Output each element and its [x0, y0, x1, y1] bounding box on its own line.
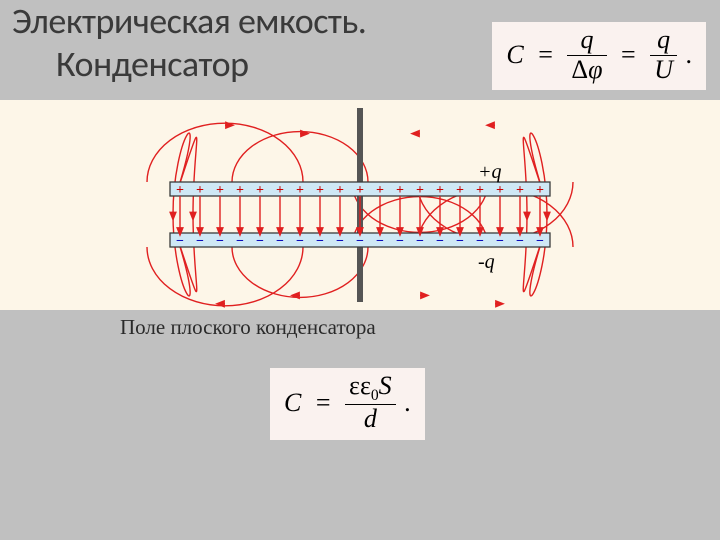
field-svg: ++++++++++++++++++++q−−−−−−−−−−−−−−−−−−−… [0, 100, 720, 310]
equals-2: = [621, 40, 636, 70]
svg-text:+q: +q [478, 161, 502, 183]
svg-text:+: + [216, 183, 224, 198]
den-dphi: ΔΔφφ [567, 56, 606, 85]
formula-capacitance: C = q ΔΔφφ = q U . [492, 22, 706, 90]
num-q2: q [650, 26, 677, 56]
svg-text:+: + [496, 183, 504, 198]
svg-text:−: − [216, 234, 224, 249]
svg-text:−: − [236, 234, 244, 249]
svg-text:+: + [396, 183, 404, 198]
svg-text:+: + [376, 183, 384, 198]
svg-text:+: + [476, 183, 484, 198]
period-2: . [404, 388, 411, 418]
svg-text:+: + [456, 183, 464, 198]
svg-text:−: − [416, 234, 424, 249]
lhs-C2: C [284, 388, 301, 418]
svg-text:−: − [456, 234, 464, 249]
svg-text:−: − [396, 234, 404, 249]
equals-3: = [316, 388, 331, 418]
svg-text:+: + [536, 183, 544, 198]
svg-text:+: + [356, 183, 364, 198]
svg-text:−: − [176, 234, 184, 249]
formula-planar-capacitor: C = εε0S d . [270, 368, 425, 440]
equals-1: = [538, 40, 553, 70]
svg-text:-q: -q [478, 251, 495, 273]
svg-text:+: + [276, 183, 284, 198]
title-line-1: Электрическая емкость. [12, 0, 366, 43]
num-q1: q [567, 26, 606, 56]
capacitor-field-diagram: ++++++++++++++++++++q−−−−−−−−−−−−−−−−−−−… [0, 100, 720, 310]
fraction-q-over-U: q U [650, 26, 677, 84]
svg-text:+: + [416, 183, 424, 198]
svg-text:−: − [496, 234, 504, 249]
period-1: . [686, 40, 693, 70]
svg-text:−: − [436, 234, 444, 249]
svg-text:−: − [356, 234, 364, 249]
den-d: d [345, 405, 396, 434]
lhs-C: C [506, 40, 523, 70]
svg-text:−: − [296, 234, 304, 249]
svg-text:−: − [536, 234, 544, 249]
num-eesS: εε0S [345, 372, 396, 405]
fraction-eesd: εε0S d [345, 372, 396, 434]
svg-text:+: + [316, 183, 324, 198]
svg-text:+: + [256, 183, 264, 198]
diagram-caption: Поле плоского конденсатора [120, 315, 376, 340]
svg-text:+: + [336, 183, 344, 198]
svg-text:−: − [196, 234, 204, 249]
svg-text:−: − [476, 234, 484, 249]
svg-text:+: + [516, 183, 524, 198]
fraction-q-over-dphi: q ΔΔφφ [567, 26, 606, 84]
den-U: U [650, 56, 677, 85]
svg-text:+: + [436, 183, 444, 198]
title-line-2: Конденсатор [12, 42, 248, 86]
svg-text:+: + [176, 183, 184, 198]
svg-text:−: − [376, 234, 384, 249]
svg-text:+: + [196, 183, 204, 198]
svg-text:+: + [296, 183, 304, 198]
svg-text:−: − [516, 234, 524, 249]
slide-title: Электрическая емкость. Конденсатор [12, 0, 366, 86]
svg-text:−: − [336, 234, 344, 249]
svg-text:+: + [236, 183, 244, 198]
svg-text:−: − [316, 234, 324, 249]
svg-text:−: − [276, 234, 284, 249]
svg-text:−: − [256, 234, 264, 249]
